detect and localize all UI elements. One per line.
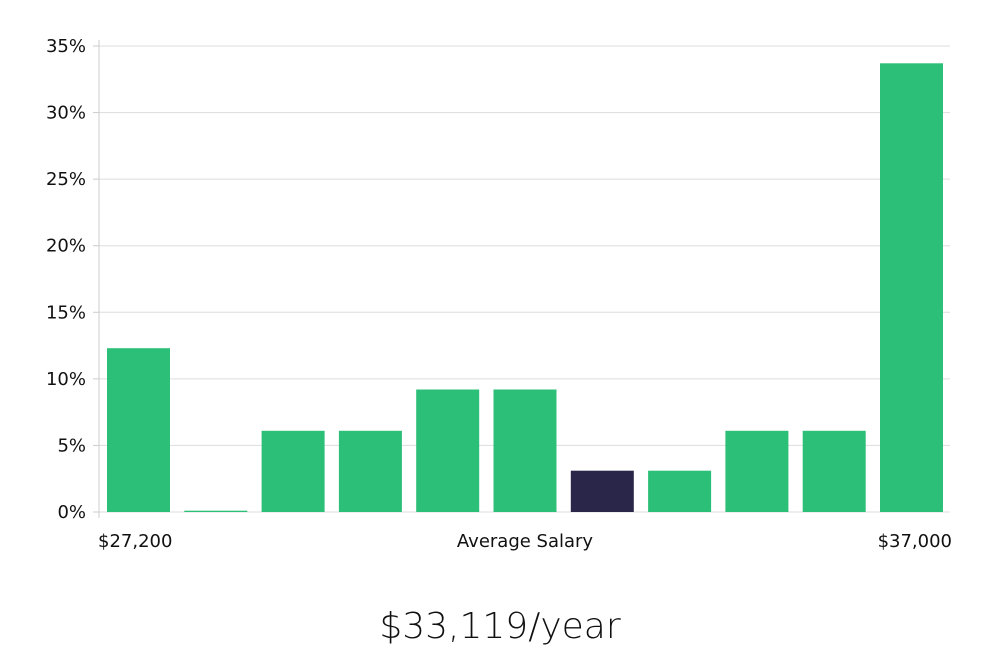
x-axis-title: Average Salary [457,531,594,552]
y-tick-label: 15% [46,302,86,323]
y-tick-label: 20% [46,236,86,257]
bar [802,430,866,512]
bar [107,348,170,512]
y-tick-label: 25% [46,169,86,190]
y-tick-label: 0% [57,502,86,523]
bar-highlighted [570,470,634,512]
average-salary-value: $33,119/year [379,606,621,647]
bar [493,389,557,512]
grid-lines [99,45,950,513]
bar [338,430,402,512]
bar [880,63,943,513]
bar [184,510,248,512]
x-max-label: $37,000 [878,531,952,552]
y-tick-label: 35% [46,36,86,57]
y-tick-label: 10% [46,369,86,390]
bar [725,430,789,512]
bar [648,470,712,512]
y-axis-ticks: 0% 5% 10% 15% 20% 25% 30% 35% [46,36,99,523]
x-min-label: $27,200 [98,531,172,552]
salary-histogram-chart: 0% 5% 10% 15% 20% 25% 30% 35% $27,200 Average S… [46,36,952,552]
bars [107,63,943,513]
bar [416,389,480,512]
y-tick-label: 30% [46,103,86,124]
y-tick-label: 5% [57,435,86,456]
bar [261,430,325,512]
